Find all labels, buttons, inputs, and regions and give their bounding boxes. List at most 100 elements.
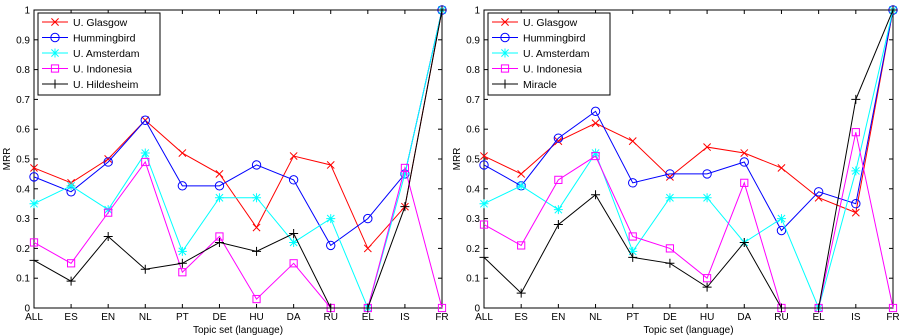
data-point [104, 155, 113, 163]
y-tick-label: 0.8 [16, 65, 30, 76]
data-point [214, 193, 224, 203]
y-tick-label: 0.8 [466, 65, 480, 76]
series-line [483, 9, 894, 232]
x-tick-label: DA [737, 312, 751, 323]
data-point [479, 199, 489, 209]
x-tick-label: HU [700, 312, 714, 323]
series-line [33, 9, 443, 247]
data-point [400, 163, 410, 173]
data-point [888, 5, 898, 15]
data-point [479, 160, 489, 170]
data-point [140, 264, 150, 274]
data-point [703, 143, 712, 152]
legend: U. Glasgow Hummingbird U. Amsterdam U. Indo… [487, 12, 611, 96]
data-point [628, 137, 637, 146]
x-tick-label: EN [101, 312, 115, 323]
data-point [289, 229, 299, 238]
data-point [739, 237, 749, 247]
data-point [553, 205, 563, 215]
series-4 [479, 128, 898, 313]
legend-label: U. Amsterdam [523, 48, 590, 60]
data-point [252, 294, 261, 304]
x-axis-label: Topic set (language) [643, 325, 733, 336]
x-tick-label: NL [139, 312, 152, 323]
series-line [483, 9, 894, 309]
series-5 [29, 5, 447, 313]
x-tick-label: FR [435, 312, 448, 323]
data-point [776, 303, 786, 313]
data-point [851, 166, 861, 176]
data-point [363, 303, 373, 313]
data-point [590, 106, 601, 117]
y-tick-label: 0.4 [16, 184, 30, 195]
y-tick-label: 0 [474, 304, 480, 315]
y-tick-label: 0.2 [466, 244, 480, 255]
data-point [326, 303, 336, 313]
legend-box [487, 12, 611, 96]
x-tick-label: IS [400, 312, 410, 323]
x-tick-label: ALL [475, 312, 493, 323]
data-point [66, 276, 76, 286]
legend-swatch-marker [50, 64, 60, 73]
data-point [665, 193, 675, 203]
x-tick-label: PT [176, 312, 189, 323]
data-point [739, 157, 749, 167]
legend-label: U. Hildesheim [73, 79, 139, 91]
x-tick-label: EL [362, 312, 375, 323]
legend-swatch-marker [50, 32, 60, 43]
data-point [140, 115, 150, 125]
y-tick-label: 0.2 [16, 244, 30, 255]
data-point [628, 252, 638, 262]
data-point [554, 137, 563, 146]
data-point [851, 94, 861, 104]
data-point [553, 133, 564, 143]
data-point [29, 199, 39, 209]
series-line [33, 9, 443, 309]
legend-swatch-marker [50, 48, 60, 58]
series-line [33, 9, 443, 250]
legend-swatch-marker [51, 18, 59, 26]
data-point [104, 208, 113, 217]
y-tick-label: 0.6 [466, 125, 480, 136]
y-tick-label: 0.9 [466, 35, 480, 46]
legend-swatch-marker [500, 32, 510, 43]
data-point [591, 119, 600, 128]
data-point [516, 288, 526, 298]
x-axis-label: Topic set (language) [193, 325, 283, 336]
data-point [177, 246, 187, 256]
y-tick-label: 0.3 [466, 214, 480, 225]
y-tick-label: 1 [24, 6, 30, 17]
data-point [665, 169, 675, 179]
y-tick-label: 0.5 [16, 155, 30, 166]
x-tick-label: ES [515, 312, 529, 323]
data-point [363, 244, 372, 253]
legend-box [37, 12, 161, 96]
series-4 [29, 157, 447, 313]
data-point [29, 238, 39, 247]
legend-swatch-marker [501, 18, 509, 26]
data-point [29, 172, 39, 182]
data-point [326, 240, 336, 251]
data-point [702, 169, 712, 179]
y-tick-label: 0.6 [16, 125, 30, 136]
series-line [483, 9, 894, 310]
data-point [140, 148, 150, 158]
x-tick-label: ALL [25, 312, 43, 323]
legend: U. Glasgow Hummingbird U. Amsterdam U. Indo… [37, 12, 161, 96]
data-point [214, 237, 224, 247]
data-point [214, 181, 225, 191]
data-point [702, 193, 712, 203]
data-point [66, 259, 76, 268]
x-tick-label: RU [774, 312, 788, 323]
data-point [141, 157, 150, 167]
data-point [591, 148, 601, 158]
data-point [103, 205, 113, 215]
y-tick-label: 1 [474, 6, 480, 17]
legend-label: U. Amsterdam [73, 48, 140, 60]
y-tick-label: 0.5 [466, 155, 480, 166]
data-point [776, 225, 787, 236]
data-point [289, 237, 299, 247]
data-point [479, 220, 489, 229]
data-point [215, 169, 224, 178]
x-tick-label: DE [663, 312, 677, 323]
